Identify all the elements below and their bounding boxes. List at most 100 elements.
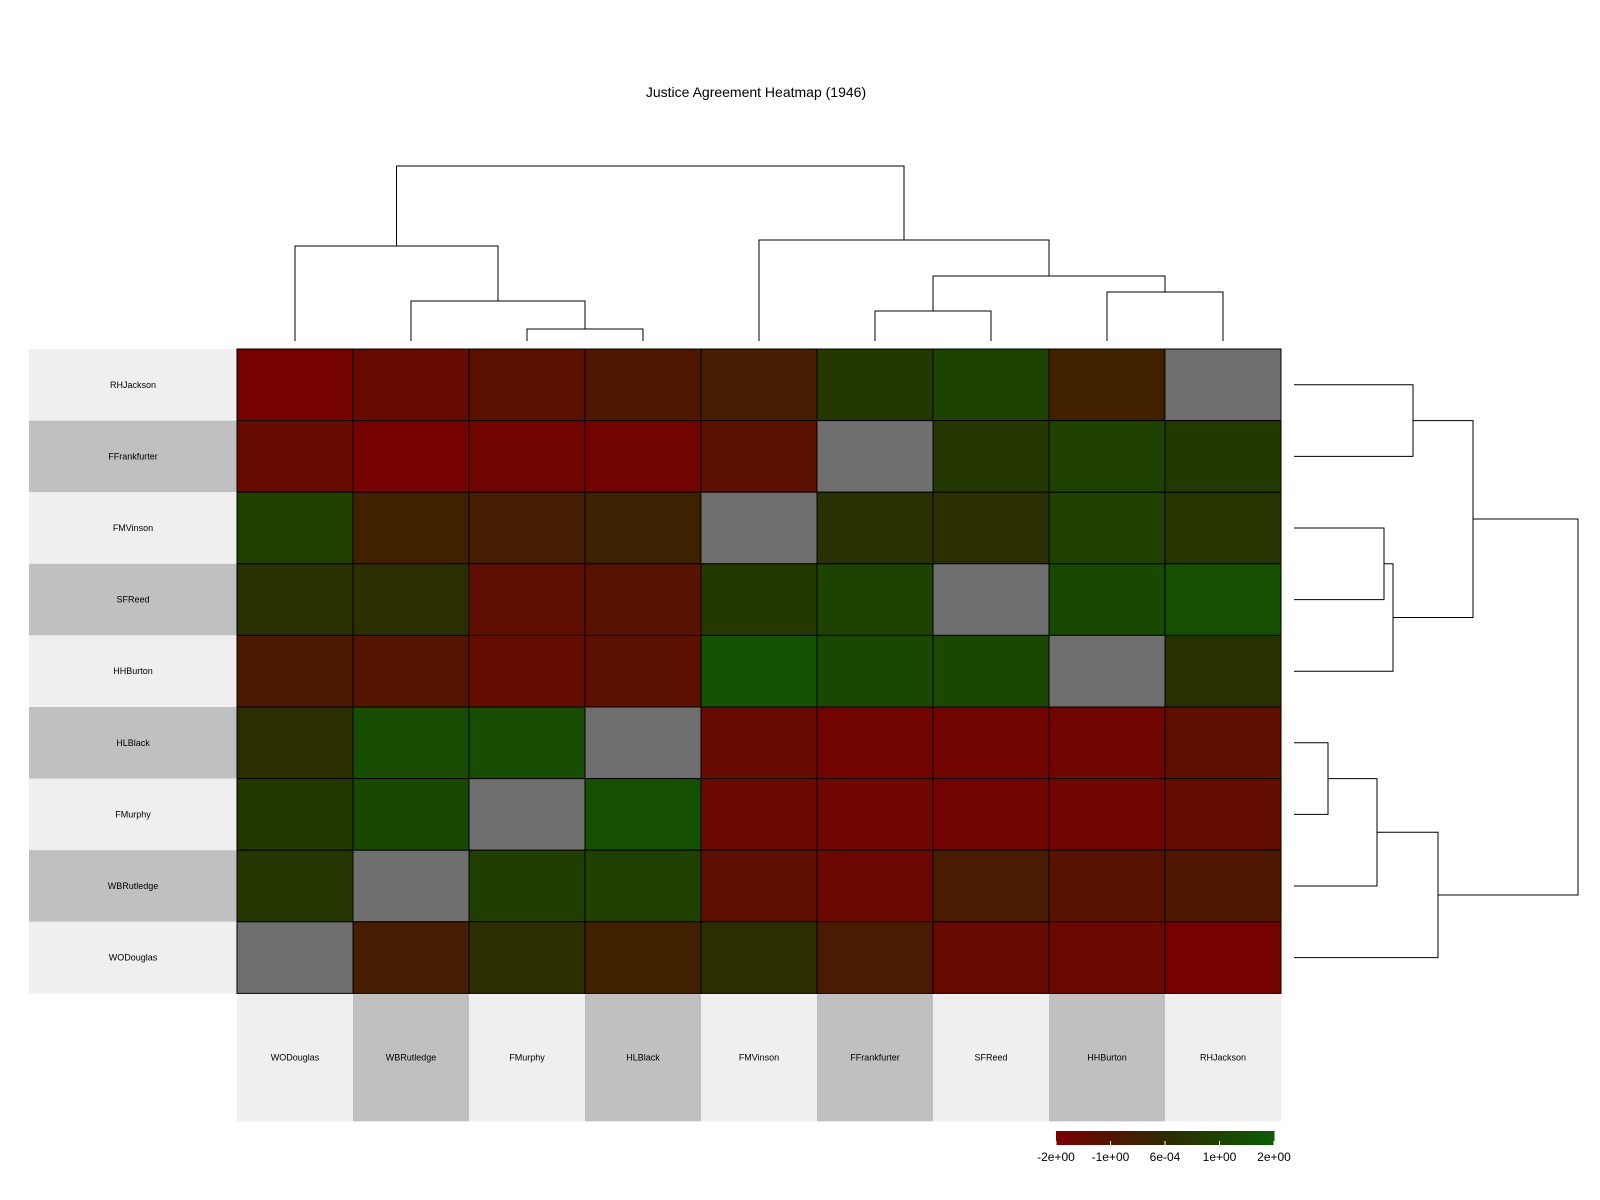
heatmap-cell bbox=[1048, 491, 1166, 565]
heatmap-cell bbox=[932, 420, 1050, 493]
legend-swatch bbox=[1110, 1131, 1117, 1145]
heatmap-cell bbox=[236, 778, 354, 851]
heatmap-cell bbox=[584, 348, 702, 422]
legend-swatch bbox=[1208, 1131, 1215, 1145]
heatmap-cell bbox=[468, 348, 586, 422]
column-label-bg bbox=[585, 993, 701, 1122]
row-label: HHBurton bbox=[113, 666, 153, 676]
heatmap-cell bbox=[1164, 563, 1282, 636]
legend-swatch bbox=[1263, 1131, 1270, 1145]
row-label-bg bbox=[29, 707, 237, 779]
heatmap-cell bbox=[468, 634, 586, 708]
heatmap-cell bbox=[468, 563, 586, 636]
legend-swatch bbox=[1165, 1131, 1171, 1145]
heatmap-cell bbox=[468, 491, 586, 565]
legend-swatch bbox=[1094, 1131, 1101, 1145]
row-label: FMurphy bbox=[115, 809, 151, 819]
color-legend: -2e+00 -1e+00 6e-04 1e+00 2e+00 bbox=[1037, 1131, 1291, 1164]
legend-swatch bbox=[1132, 1131, 1139, 1145]
heatmap-cell bbox=[236, 420, 354, 493]
legend-swatch bbox=[1148, 1131, 1155, 1145]
column-label: WODouglas bbox=[271, 1052, 320, 1062]
heatmap-cell bbox=[816, 348, 934, 422]
dendrogram-branch bbox=[396, 165, 905, 246]
column-label-bg bbox=[353, 993, 469, 1122]
legend-tick-label: -2e+00 bbox=[1037, 1150, 1075, 1164]
dendrogram-branch bbox=[1393, 420, 1474, 618]
column-label: HHBurton bbox=[1087, 1052, 1127, 1062]
column-label-bg bbox=[933, 993, 1049, 1122]
column-dendrogram bbox=[294, 165, 1224, 341]
column-label-bg bbox=[1049, 993, 1165, 1122]
heatmap-cell bbox=[352, 348, 470, 422]
legend-swatch bbox=[1235, 1131, 1242, 1145]
heatmap-cell bbox=[236, 563, 354, 636]
legend-tick-label: -1e+00 bbox=[1092, 1150, 1130, 1164]
dendrogram-branch bbox=[1294, 778, 1378, 887]
heatmap-cell bbox=[584, 778, 702, 851]
heatmap-cell bbox=[816, 849, 934, 923]
legend-tick-label: 1e+00 bbox=[1203, 1150, 1237, 1164]
legend-swatch bbox=[1072, 1131, 1079, 1145]
heatmap-cell bbox=[468, 420, 586, 493]
row-label: SFReed bbox=[116, 595, 149, 605]
column-label-bg bbox=[469, 993, 585, 1122]
row-label-band: RHJackson FFrankfurter FMVinson SFReed HHBur… bbox=[29, 349, 237, 994]
legend-swatch bbox=[1154, 1131, 1161, 1145]
heatmap-cell bbox=[584, 921, 702, 994]
heatmap-cell bbox=[1048, 348, 1166, 422]
heatmap-cell bbox=[1164, 420, 1282, 493]
heatmap-cell bbox=[700, 348, 818, 422]
dendrogram-branch bbox=[1106, 291, 1224, 341]
row-label-bg bbox=[29, 921, 237, 994]
row-label-bg bbox=[29, 850, 237, 922]
heatmap-cell bbox=[816, 634, 934, 708]
dendrogram-branch bbox=[526, 328, 644, 341]
heatmap-cell bbox=[584, 420, 702, 493]
legend-swatch bbox=[1181, 1131, 1188, 1145]
heatmap-cell bbox=[1164, 491, 1282, 565]
heatmap-cell bbox=[236, 348, 354, 422]
column-label-bg bbox=[817, 993, 933, 1122]
heatmap-cell bbox=[932, 849, 1050, 923]
heatmap-cell bbox=[468, 706, 586, 780]
heatmap-cell bbox=[584, 634, 702, 708]
heatmap-cell bbox=[932, 921, 1050, 994]
column-label: RHJackson bbox=[1200, 1052, 1246, 1062]
heatmap-cell-missing bbox=[584, 706, 702, 780]
row-label-bg bbox=[29, 420, 237, 493]
column-label: SFReed bbox=[974, 1052, 1007, 1062]
heatmap-cell bbox=[584, 491, 702, 565]
row-label-bg bbox=[29, 778, 237, 851]
heatmap-cell bbox=[584, 849, 702, 923]
legend-swatch bbox=[1175, 1131, 1182, 1145]
dendrogram-branch bbox=[758, 239, 1050, 341]
legend-swatch bbox=[1083, 1131, 1090, 1145]
dendrogram-branch bbox=[1294, 742, 1329, 815]
column-label: HLBlack bbox=[626, 1052, 660, 1062]
heatmap-cell-missing bbox=[932, 563, 1050, 636]
legend-swatch bbox=[1203, 1131, 1210, 1145]
heatmap-cell bbox=[816, 491, 934, 565]
column-label: FMurphy bbox=[509, 1052, 545, 1062]
row-label: FFrankfurter bbox=[108, 451, 158, 461]
heatmap-cell bbox=[1048, 921, 1166, 994]
legend-swatch bbox=[1241, 1131, 1248, 1145]
legend-swatch bbox=[1143, 1131, 1150, 1145]
heatmap-cell bbox=[816, 706, 934, 780]
heatmap-cell bbox=[236, 634, 354, 708]
heatmap-cell bbox=[700, 563, 818, 636]
column-label-bg bbox=[237, 993, 353, 1122]
heatmap-cell bbox=[700, 778, 818, 851]
legend-swatch bbox=[1077, 1131, 1084, 1145]
heatmap-cell bbox=[932, 348, 1050, 422]
heatmap-cell bbox=[1048, 563, 1166, 636]
legend-swatch bbox=[1126, 1131, 1133, 1145]
legend-swatch bbox=[1252, 1131, 1259, 1145]
column-label-band: WODouglas WBRutledge FMurphy HLBlack FMVinso… bbox=[237, 993, 1281, 1122]
legend-swatch bbox=[1230, 1131, 1237, 1145]
dendrogram-branch bbox=[874, 310, 992, 341]
row-label-bg bbox=[29, 349, 237, 421]
dendrogram-branch bbox=[1294, 384, 1414, 457]
heatmap-cell bbox=[1164, 849, 1282, 923]
